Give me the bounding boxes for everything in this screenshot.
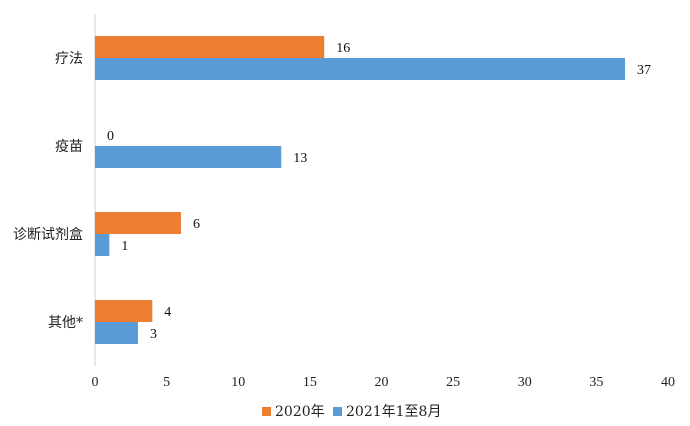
data-label: 1: [121, 239, 128, 254]
data-label: 13: [293, 151, 307, 166]
data-label: 16: [336, 41, 350, 56]
data-label: 6: [193, 217, 200, 232]
legend-label: 2021年1至8月: [346, 404, 441, 420]
chart-marks: 16 37 0 13 6 1 43: [95, 36, 651, 344]
x-tick-label: 0: [92, 375, 99, 390]
x-tick-label: 40: [661, 375, 675, 390]
x-tick-label: 20: [375, 375, 389, 390]
chart-legend: 2020年 2021年1至8月: [262, 404, 441, 420]
x-tick-label: 10: [231, 375, 245, 390]
data-label: 37: [637, 63, 651, 78]
bar-疗法-2021年1至8月: [95, 58, 626, 80]
x-tick-label: 5: [163, 375, 170, 390]
x-tick-labels: 0 5 10 15 20 25 30 35 40: [92, 375, 676, 390]
bar-疫苗-2021年1至8月: [95, 146, 282, 168]
category-label: 疗法: [55, 51, 83, 67]
x-tick-label: 30: [518, 375, 532, 390]
category-label: 诊断试剂盒: [13, 226, 83, 243]
x-tick-label: 25: [446, 375, 460, 390]
data-label: 0: [107, 129, 114, 144]
bar-疗法-2020年: [95, 36, 325, 58]
legend-label: 2020年: [275, 404, 325, 420]
category-label: 疫苗: [55, 139, 83, 155]
bar-诊断试剂盒-2021年1至8月: [95, 234, 110, 256]
bar-其他*-2021年1至8月: [95, 322, 138, 344]
category-label: 其他*: [48, 315, 83, 331]
data-label: 3: [150, 327, 157, 342]
x-tick-label: 35: [589, 375, 603, 390]
x-tick-label: 15: [303, 375, 317, 390]
legend-swatch: [262, 407, 271, 416]
data-label: 4: [164, 305, 171, 320]
legend-swatch: [333, 407, 342, 416]
bar-其他*-2020年: [95, 300, 153, 322]
bar-诊断试剂盒-2020年: [95, 212, 181, 234]
